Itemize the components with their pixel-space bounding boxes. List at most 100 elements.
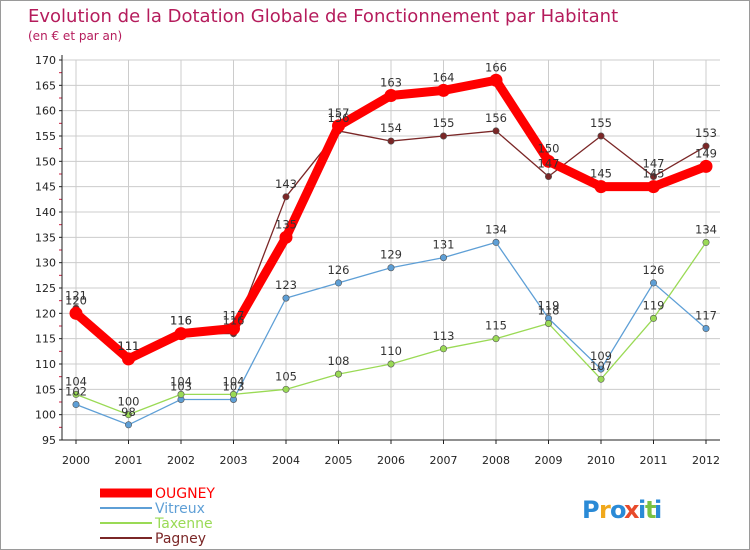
data-point-vitreux [439, 254, 447, 262]
data-label-ougney: 145 [590, 167, 612, 181]
data-point-taxenne [492, 335, 500, 343]
data-label-vitreux: 103 [170, 379, 192, 393]
y-tick-label: 170 [35, 54, 56, 67]
data-point-vitreux [597, 365, 605, 373]
data-point-ougney [227, 322, 240, 336]
data-point-ougney [437, 83, 450, 97]
data-point-ougney [699, 159, 713, 173]
data-label-ougney: 163 [380, 75, 402, 89]
x-tick-label: 2004 [272, 454, 300, 467]
x-tick-label: 2006 [377, 454, 405, 467]
data-point-vitreux [125, 421, 133, 429]
data-point-vitreux [492, 238, 500, 246]
data-label-ougney: 157 [328, 106, 350, 120]
data-label-pagney: 116 [223, 314, 245, 328]
data-label-pagney: 143 [275, 177, 297, 191]
data-label-ougney: 150 [538, 141, 560, 155]
y-tick-label: 160 [35, 105, 56, 118]
data-point-ougney [332, 119, 345, 133]
x-tick-label: 2009 [535, 454, 563, 467]
data-label-taxenne: 110 [380, 344, 402, 358]
data-point-vitreux [282, 294, 290, 302]
data-label-taxenne: 104 [170, 374, 192, 388]
grid [62, 59, 720, 440]
data-label-ougney: 116 [170, 314, 192, 328]
brand-letter: o [610, 496, 627, 524]
data-point-taxenne [387, 360, 395, 368]
data-point-ougney [542, 154, 555, 168]
data-point-ougney [69, 306, 83, 320]
data-point-pagney [492, 127, 500, 135]
y-tick-label: 155 [35, 130, 56, 143]
data-label-ougney: 135 [275, 217, 297, 231]
legend-label-vitreux: Vitreux [155, 501, 205, 517]
data-label-ougney: 149 [695, 146, 717, 160]
data-label-taxenne: 119 [643, 298, 665, 312]
data-label-ougney: 145 [643, 167, 665, 181]
y-tick-label: 95 [42, 434, 56, 447]
data-point-taxenne [282, 385, 290, 393]
data-label-vitreux: 98 [121, 405, 136, 419]
y-tick-label: 115 [35, 333, 56, 346]
data-label-vitreux: 119 [538, 298, 560, 312]
data-point-taxenne [125, 411, 133, 419]
data-label-pagney: 116 [170, 314, 192, 328]
data-point-pagney [649, 173, 657, 181]
x-tick-label: 2012 [692, 454, 720, 467]
data-label-pagney: 121 [65, 288, 87, 302]
data-point-vitreux [72, 401, 80, 409]
data-point-taxenne [439, 345, 447, 353]
x-tick-label: 2001 [115, 454, 143, 467]
data-label-vitreux: 129 [380, 248, 402, 262]
data-label-pagney: 147 [538, 157, 560, 171]
data-label-pagney: 154 [380, 121, 402, 135]
legend-label-ougney: OUGNEY [155, 486, 215, 502]
data-point-ougney [489, 73, 503, 87]
y-tick-label: 125 [35, 282, 56, 295]
data-point-ougney [122, 352, 135, 366]
y-tick-label: 135 [35, 231, 56, 244]
data-label-taxenne: 115 [485, 319, 507, 333]
data-point-taxenne [334, 370, 342, 378]
data-point-taxenne [597, 375, 605, 383]
data-point-pagney [439, 132, 447, 140]
data-point-vitreux [702, 325, 710, 333]
x-tick-label: 2000 [62, 454, 90, 467]
data-point-vitreux [387, 264, 395, 272]
data-label-vitreux: 126 [328, 263, 350, 277]
data-label-pagney: 155 [590, 116, 612, 130]
data-label-taxenne: 104 [65, 374, 87, 388]
data-label-pagney: 155 [433, 116, 455, 130]
data-point-vitreux [649, 279, 657, 287]
data-label-taxenne: 108 [328, 354, 350, 368]
data-label-vitreux: 103 [223, 379, 245, 393]
data-point-ougney [647, 180, 660, 194]
data-point-pagney [282, 193, 290, 201]
data-point-vitreux [334, 279, 342, 287]
data-point-ougney [384, 88, 398, 102]
y-tick-label: 165 [35, 79, 56, 92]
data-point-taxenne [72, 390, 80, 398]
data-point-taxenne [649, 314, 657, 322]
brand-letter: i [638, 496, 646, 524]
data-point-ougney [594, 180, 608, 194]
x-tick-label: 2003 [220, 454, 248, 467]
data-label-pagney: 147 [643, 157, 665, 171]
data-label-vitreux: 134 [485, 222, 507, 236]
data-point-taxenne [230, 390, 238, 398]
data-label-vitreux: 131 [433, 238, 455, 252]
y-tick-label: 120 [35, 307, 56, 320]
brand-letter: x [624, 496, 640, 524]
data-label-taxenne: 100 [118, 395, 140, 409]
data-point-ougney [279, 230, 293, 244]
brand-letter: r [599, 496, 611, 524]
data-label-vitreux: 123 [275, 278, 297, 292]
x-tick-label: 2011 [640, 454, 668, 467]
data-point-pagney [544, 173, 552, 181]
data-point-pagney [387, 137, 395, 145]
x-tick-label: 2010 [587, 454, 615, 467]
